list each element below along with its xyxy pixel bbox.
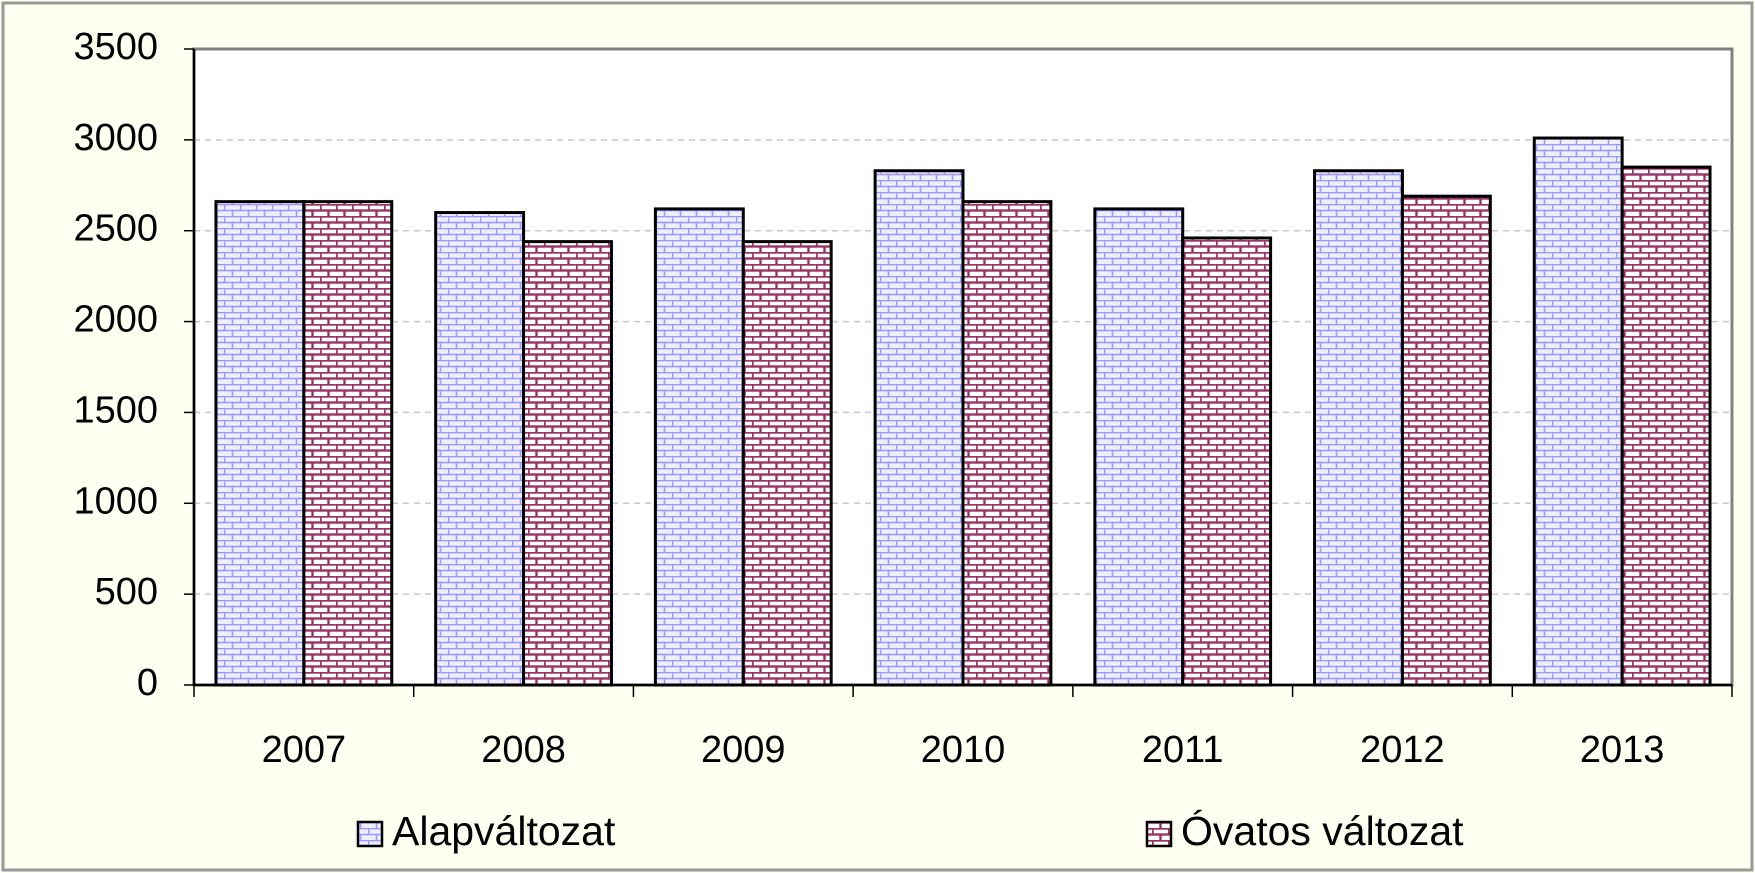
bar bbox=[961, 200, 1053, 687]
x-tick-label: 2008 bbox=[481, 729, 566, 771]
y-tick-label: 1500 bbox=[73, 389, 158, 431]
bar bbox=[214, 200, 306, 687]
bar bbox=[1313, 169, 1404, 687]
y-tick-label: 1000 bbox=[73, 480, 158, 522]
bar bbox=[653, 207, 745, 687]
legend-swatch bbox=[1145, 820, 1173, 848]
bar bbox=[1181, 236, 1273, 687]
bar bbox=[741, 240, 833, 687]
bar bbox=[1532, 136, 1624, 687]
x-tick-label: 2007 bbox=[262, 729, 347, 771]
bar bbox=[302, 200, 394, 687]
y-tick-label: 3500 bbox=[73, 26, 158, 68]
bar bbox=[1093, 207, 1185, 687]
bar bbox=[1400, 194, 1492, 687]
bar bbox=[522, 240, 613, 687]
bar bbox=[873, 169, 965, 687]
x-tick-label: 2009 bbox=[701, 729, 786, 771]
bar bbox=[1620, 165, 1712, 687]
x-tick-label: 2010 bbox=[921, 729, 1006, 771]
x-tick-label: 2011 bbox=[1142, 729, 1224, 771]
x-tick-label: 2012 bbox=[1360, 729, 1445, 771]
y-tick-label: 0 bbox=[137, 662, 158, 704]
legend-label: Óvatos változat bbox=[1181, 808, 1464, 854]
legend: Alapváltozat Óvatos változat bbox=[356, 808, 1464, 854]
y-tick-label: 500 bbox=[95, 571, 158, 613]
legend-swatch bbox=[356, 820, 384, 848]
y-tick-label: 2500 bbox=[73, 208, 158, 250]
y-tick-label: 2000 bbox=[73, 299, 158, 341]
bar bbox=[434, 211, 526, 687]
legend-label: Alapváltozat bbox=[392, 808, 616, 854]
y-tick-label: 3000 bbox=[73, 117, 158, 159]
x-tick-label: 2013 bbox=[1580, 729, 1665, 771]
